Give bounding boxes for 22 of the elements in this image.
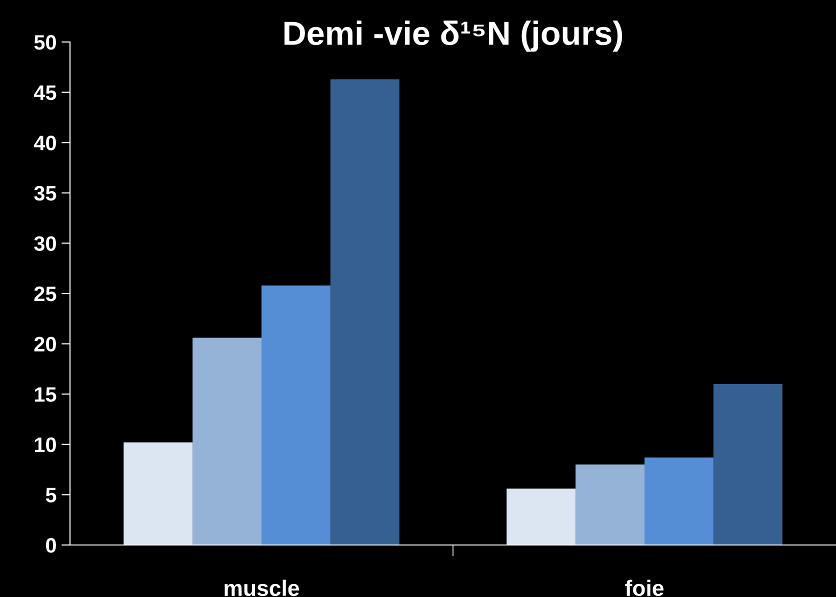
bar <box>124 442 193 545</box>
chart-title: Demi -vie δ¹⁵N (jours) <box>284 20 622 52</box>
x-tick-label: muscle <box>224 580 300 596</box>
y-tick-label: 5 <box>46 488 56 502</box>
y-tick-label: 25 <box>34 286 56 302</box>
bar <box>644 457 714 545</box>
y-tick-label: 50 <box>34 35 56 50</box>
y-tick-label: 15 <box>34 387 56 402</box>
bar <box>713 384 782 545</box>
bar <box>506 488 576 545</box>
y-tick-label: 30 <box>34 236 56 251</box>
x-tick-label: foie <box>625 580 664 596</box>
bar <box>576 464 644 545</box>
y-tick-label: 35 <box>34 186 56 201</box>
bar <box>330 79 400 545</box>
y-tick-label: 40 <box>34 136 56 150</box>
bar <box>262 285 330 545</box>
y-tick-label: 20 <box>34 336 56 352</box>
y-tick-label: 0 <box>46 538 56 553</box>
y-tick-label: 45 <box>34 86 56 100</box>
y-tick-label: 10 <box>34 437 56 452</box>
bar <box>192 338 262 545</box>
